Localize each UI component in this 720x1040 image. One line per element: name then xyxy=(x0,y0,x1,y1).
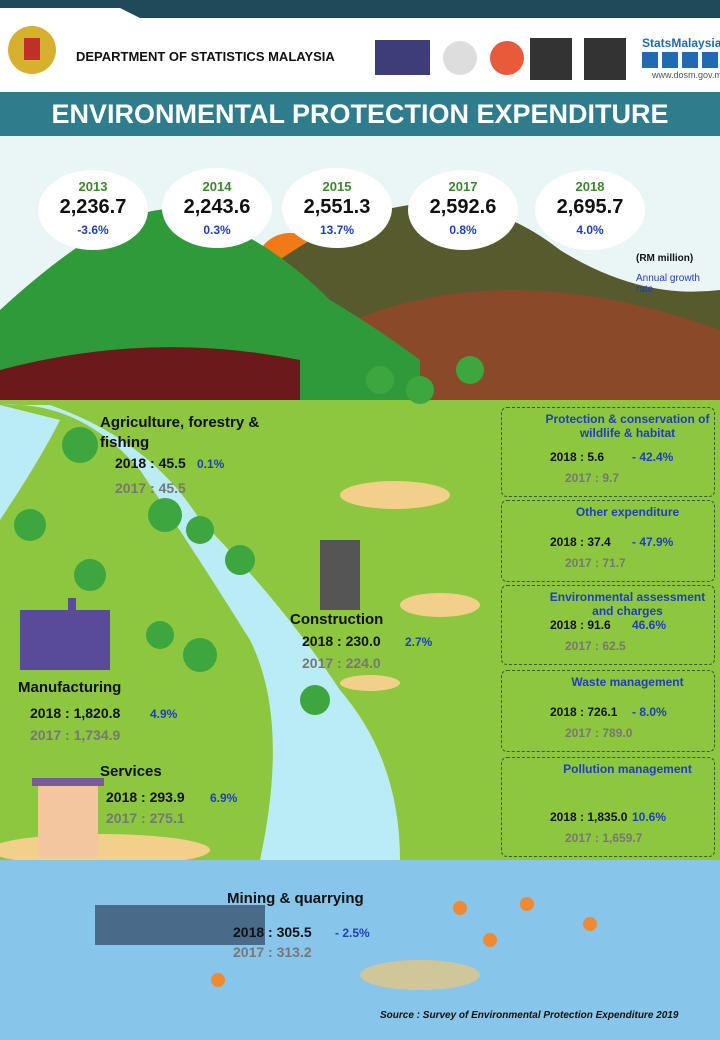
activity-box xyxy=(501,670,715,752)
growth-note: Annual growth rate xyxy=(636,273,700,295)
sector-name: Construction xyxy=(290,611,384,628)
sector-name: Manufacturing xyxy=(18,679,122,696)
org-name: DEPARTMENT OF STATISTICS MALAYSIA xyxy=(76,49,335,64)
value: 2,592.6 xyxy=(429,196,497,218)
value-2017: 2017 : 224.0 xyxy=(302,655,381,671)
year: 2017 xyxy=(448,179,478,194)
title: ENVIRONMENTAL PROTECTION EXPENDITURE xyxy=(51,99,669,129)
growth: - 2.5% xyxy=(335,926,370,940)
year: 2014 xyxy=(202,179,232,194)
growth: 46.6% xyxy=(632,618,667,632)
value-2017: 2017 : 71.7 xyxy=(565,556,626,570)
growth: 6.9% xyxy=(210,791,238,805)
activity-name: Pollution management xyxy=(563,762,692,776)
growth: 0.3% xyxy=(203,223,231,237)
growth: - 47.9% xyxy=(632,535,674,549)
value-2018: 2018 : 45.5 xyxy=(115,455,186,471)
value-2018: 2018 : 1,820.8 xyxy=(30,705,121,721)
value-2018: 2018 : 726.1 xyxy=(550,705,618,719)
growth: 4.9% xyxy=(150,707,178,721)
value-2017: 2017 : 1,659.7 xyxy=(565,831,643,845)
value: 2,551.3 xyxy=(303,196,371,218)
value-2018: 2018 : 5.6 xyxy=(550,450,605,464)
value-2018: 2018 : 37.4 xyxy=(550,535,611,549)
activity-box xyxy=(501,757,715,857)
growth: -3.6% xyxy=(77,223,109,237)
value: 2,236.7 xyxy=(59,196,127,218)
activity-name: Waste management xyxy=(571,675,684,689)
value-2018: 2018 : 1,835.0 xyxy=(550,810,628,824)
growth: 10.6% xyxy=(632,810,667,824)
value-2017: 2017 : 9.7 xyxy=(565,471,620,485)
sector-name: Services xyxy=(100,763,162,780)
growth: 13.7% xyxy=(319,223,355,237)
value-2017: 2017 : 789.0 xyxy=(565,726,633,740)
year: 2018 xyxy=(575,179,605,194)
value-2018: 2018 : 91.6 xyxy=(550,618,611,632)
growth: 0.1% xyxy=(197,457,225,471)
source: Source : Survey of Environmental Protect… xyxy=(380,1010,679,1021)
brand: StatsMalaysia xyxy=(642,36,720,50)
growth: 0.8% xyxy=(449,223,477,237)
value-2017: 2017 : 45.5 xyxy=(115,480,186,496)
growth: - 8.0% xyxy=(632,705,667,719)
value-2017: 2017 : 62.5 xyxy=(565,639,626,653)
value-2018: 2018 : 230.0 xyxy=(302,633,381,649)
value-2018: 2018 : 305.5 xyxy=(233,924,312,940)
year: 2015 xyxy=(322,179,352,194)
activity-name: Protection & conservation of wildlife & … xyxy=(545,412,710,440)
unit: (RM million) xyxy=(636,253,694,264)
activity-name: Environmental assessment and charges xyxy=(549,590,706,618)
value-2018: 2018 : 293.9 xyxy=(106,789,185,805)
activity-box xyxy=(501,407,715,497)
activity-box xyxy=(501,500,715,582)
value: 2,243.6 xyxy=(183,196,251,218)
activity-name: Other expenditure xyxy=(575,505,680,519)
url: www.dosm.gov.my xyxy=(652,70,720,80)
year: 2013 xyxy=(78,179,108,194)
growth: 2.7% xyxy=(405,635,433,649)
sector-name: Agriculture, forestry & fishing xyxy=(100,414,260,451)
sector-name: Mining & quarrying xyxy=(227,890,364,907)
growth: - 42.4% xyxy=(632,450,674,464)
value-2017: 2017 : 275.1 xyxy=(106,810,185,826)
value: 2,695.7 xyxy=(556,196,624,218)
value-2017: 2017 : 1,734.9 xyxy=(30,727,121,743)
value-2017: 2017 : 313.2 xyxy=(233,944,312,960)
growth: 4.0% xyxy=(576,223,604,237)
activity-box xyxy=(501,585,715,665)
